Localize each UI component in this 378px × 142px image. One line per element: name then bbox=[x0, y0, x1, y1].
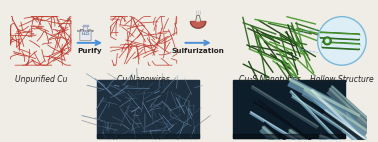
Polygon shape bbox=[191, 21, 206, 28]
Polygon shape bbox=[321, 34, 359, 38]
Polygon shape bbox=[321, 32, 359, 35]
Polygon shape bbox=[322, 42, 359, 50]
Circle shape bbox=[326, 39, 329, 42]
Text: n-Hexane: n-Hexane bbox=[76, 29, 94, 33]
FancyBboxPatch shape bbox=[80, 29, 91, 41]
Text: Unpurified Cu: Unpurified Cu bbox=[14, 75, 67, 84]
Polygon shape bbox=[196, 16, 201, 21]
Circle shape bbox=[318, 17, 366, 65]
Bar bbox=[97, 80, 199, 138]
Text: H₂O: H₂O bbox=[82, 32, 90, 36]
Circle shape bbox=[324, 37, 331, 45]
Text: Purify: Purify bbox=[77, 48, 102, 54]
Text: Cu Nanowires: Cu Nanowires bbox=[117, 75, 170, 84]
Circle shape bbox=[325, 38, 330, 44]
Polygon shape bbox=[322, 42, 359, 45]
Text: Sulfurization: Sulfurization bbox=[172, 48, 225, 54]
Polygon shape bbox=[320, 32, 359, 40]
Bar bbox=[233, 80, 345, 138]
Text: Hollow Structure: Hollow Structure bbox=[310, 75, 374, 84]
Text: Cu₂S Nanotubes: Cu₂S Nanotubes bbox=[239, 75, 301, 84]
Polygon shape bbox=[322, 43, 359, 48]
